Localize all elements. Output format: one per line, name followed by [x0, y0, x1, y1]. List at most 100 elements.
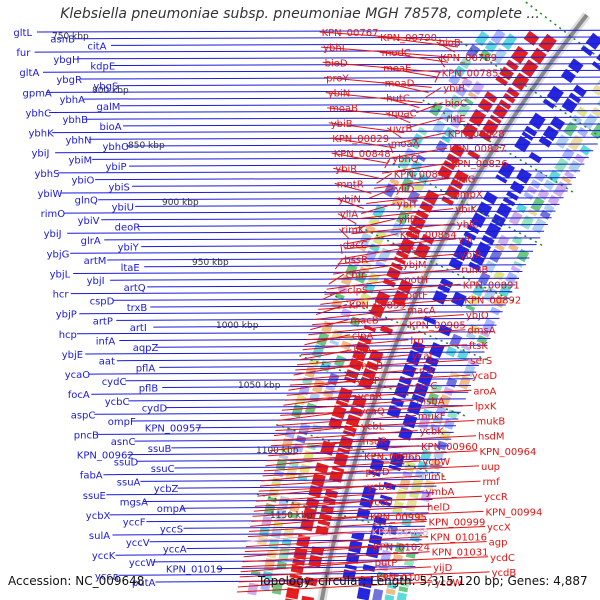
- gene-label[interactable]: KPN_00962: [77, 451, 134, 462]
- gene-label[interactable]: proY: [326, 73, 349, 84]
- gene-label[interactable]: bioC: [445, 99, 467, 110]
- gene-label[interactable]: KPN_00827: [449, 144, 506, 155]
- gene-label[interactable]: ybiT: [397, 200, 419, 211]
- gene-label[interactable]: ybgS: [93, 82, 118, 93]
- gene-label[interactable]: pncB: [74, 430, 99, 441]
- gene-label[interactable]: ybjE: [62, 350, 83, 361]
- gene-label[interactable]: yccV: [126, 538, 150, 549]
- gene-label[interactable]: ybjO: [466, 311, 489, 322]
- gene-label[interactable]: yccW: [129, 558, 156, 569]
- gene-label[interactable]: ybhS: [35, 169, 60, 180]
- gene-label[interactable]: serS: [470, 356, 492, 367]
- gene-label[interactable]: yijD: [433, 563, 452, 574]
- gene-label[interactable]: ltaE: [121, 263, 140, 274]
- gene-label[interactable]: KPN_00789: [440, 53, 497, 64]
- gene-label[interactable]: dmsA: [467, 326, 495, 337]
- gene-label[interactable]: ycbK: [420, 427, 445, 438]
- gene-label[interactable]: rmf: [483, 477, 501, 488]
- gene-label[interactable]: ybiM: [69, 155, 93, 166]
- gene-label[interactable]: ybhK: [29, 129, 55, 140]
- gene-label[interactable]: uvrB: [389, 124, 412, 135]
- gene-label[interactable]: ssuC: [151, 464, 175, 475]
- gene-label[interactable]: galM: [97, 102, 121, 113]
- gene-label[interactable]: KPN_00994: [486, 507, 543, 518]
- gene-label[interactable]: yccд: [95, 571, 119, 582]
- gene-label[interactable]: KPN_01024: [373, 543, 430, 554]
- gene-label[interactable]: KPN_00966: [364, 452, 421, 463]
- gene-label[interactable]: ycdC: [490, 553, 515, 564]
- gene-label[interactable]: mntR: [337, 179, 364, 190]
- gene-label[interactable]: ssuB: [148, 444, 172, 455]
- gene-label[interactable]: ycaQ: [359, 406, 385, 417]
- gene-label[interactable]: aqpZ: [133, 343, 159, 354]
- gene-label[interactable]: asnC: [111, 437, 136, 448]
- gene-label[interactable]: ybiY: [118, 243, 140, 254]
- gene-label[interactable]: KPN_01016: [430, 533, 487, 544]
- gene-label[interactable]: lolA: [353, 346, 372, 357]
- gene-label[interactable]: KPN_00826: [451, 159, 508, 170]
- gene-label[interactable]: hcp: [59, 330, 77, 341]
- gene-label[interactable]: KPN_00785: [442, 68, 499, 79]
- gene-label[interactable]: ymbA: [426, 487, 455, 498]
- gene-label[interactable]: ybiP: [106, 162, 127, 173]
- gene-label[interactable]: yliA: [340, 210, 358, 221]
- gene-label[interactable]: KPN_01019: [166, 565, 223, 576]
- gene-label[interactable]: yccS: [160, 524, 183, 535]
- gene-label[interactable]: bioA: [100, 122, 122, 133]
- gene-label[interactable]: mgsA: [120, 498, 148, 509]
- gene-label[interactable]: KPN_00847: [394, 169, 451, 180]
- gene-label[interactable]: rimO: [41, 209, 66, 220]
- gene-label[interactable]: clpA: [352, 331, 374, 342]
- gene-label[interactable]: asnB: [50, 35, 75, 46]
- gene-label[interactable]: modC: [382, 48, 411, 59]
- gene-label[interactable]: ybhN: [66, 135, 92, 146]
- gene-label[interactable]: yccX: [487, 523, 511, 534]
- gene-label[interactable]: ybiJ: [32, 149, 50, 160]
- gene-label[interactable]: yliB: [398, 215, 416, 226]
- gene-label[interactable]: artI: [130, 323, 147, 334]
- gene-label[interactable]: ybhA: [60, 95, 86, 106]
- gene-label[interactable]: cydD: [142, 404, 168, 415]
- gene-label[interactable]: ycbG: [367, 482, 393, 493]
- gene-label[interactable]: uup: [481, 462, 500, 473]
- gene-label[interactable]: ybiC: [457, 220, 479, 231]
- gene-label[interactable]: moaB: [329, 104, 358, 115]
- gene-label[interactable]: hutC: [386, 94, 410, 105]
- gene-label[interactable]: dmsB: [355, 361, 383, 372]
- gene-label[interactable]: glnQ: [75, 196, 98, 207]
- gene-label[interactable]: ybiK: [455, 205, 477, 216]
- gene-label[interactable]: ycaP: [356, 376, 380, 387]
- gene-label[interactable]: serC: [415, 381, 437, 392]
- gene-label[interactable]: ybjI: [87, 276, 105, 287]
- gene-label[interactable]: sulA: [89, 531, 110, 542]
- gene-label[interactable]: ybiW: [38, 189, 63, 200]
- gene-label[interactable]: KPN_00848: [334, 149, 391, 160]
- gene-label[interactable]: ycbZ: [154, 484, 179, 495]
- gene-label[interactable]: bioB: [439, 38, 461, 49]
- gene-label[interactable]: ssuD: [114, 457, 139, 468]
- gene-label[interactable]: ycaR: [358, 391, 383, 402]
- gene-label[interactable]: KPN_00767: [322, 28, 379, 39]
- gene-label[interactable]: ycbW: [423, 457, 451, 468]
- gene-label[interactable]: pflA: [136, 363, 156, 374]
- gene-label[interactable]: ycbX: [86, 511, 111, 522]
- gene-label[interactable]: moaA: [391, 139, 420, 150]
- gene-label[interactable]: fabA: [80, 471, 103, 482]
- gene-label[interactable]: rimK: [341, 225, 365, 236]
- gene-label[interactable]: ybhC: [26, 109, 52, 120]
- gene-label[interactable]: moaC: [388, 109, 417, 120]
- gene-label[interactable]: ssuA: [117, 477, 141, 488]
- gene-label[interactable]: ybgR: [56, 75, 82, 86]
- gene-label[interactable]: yliI: [458, 235, 472, 246]
- gene-label[interactable]: KPN_00891: [463, 280, 520, 291]
- gene-label[interactable]: rlmL: [424, 472, 447, 483]
- gene-label[interactable]: yccR: [484, 492, 508, 503]
- gene-label[interactable]: KPN_00854: [400, 230, 457, 241]
- gene-label[interactable]: ybiO: [72, 176, 95, 187]
- gene-label[interactable]: aspC: [71, 410, 96, 421]
- gene-label[interactable]: pyrD: [366, 467, 390, 478]
- gene-label[interactable]: fur: [16, 48, 31, 59]
- gene-label[interactable]: pflB: [139, 384, 159, 395]
- gene-label[interactable]: ssuE: [83, 491, 106, 502]
- gene-label[interactable]: ompF: [108, 417, 136, 428]
